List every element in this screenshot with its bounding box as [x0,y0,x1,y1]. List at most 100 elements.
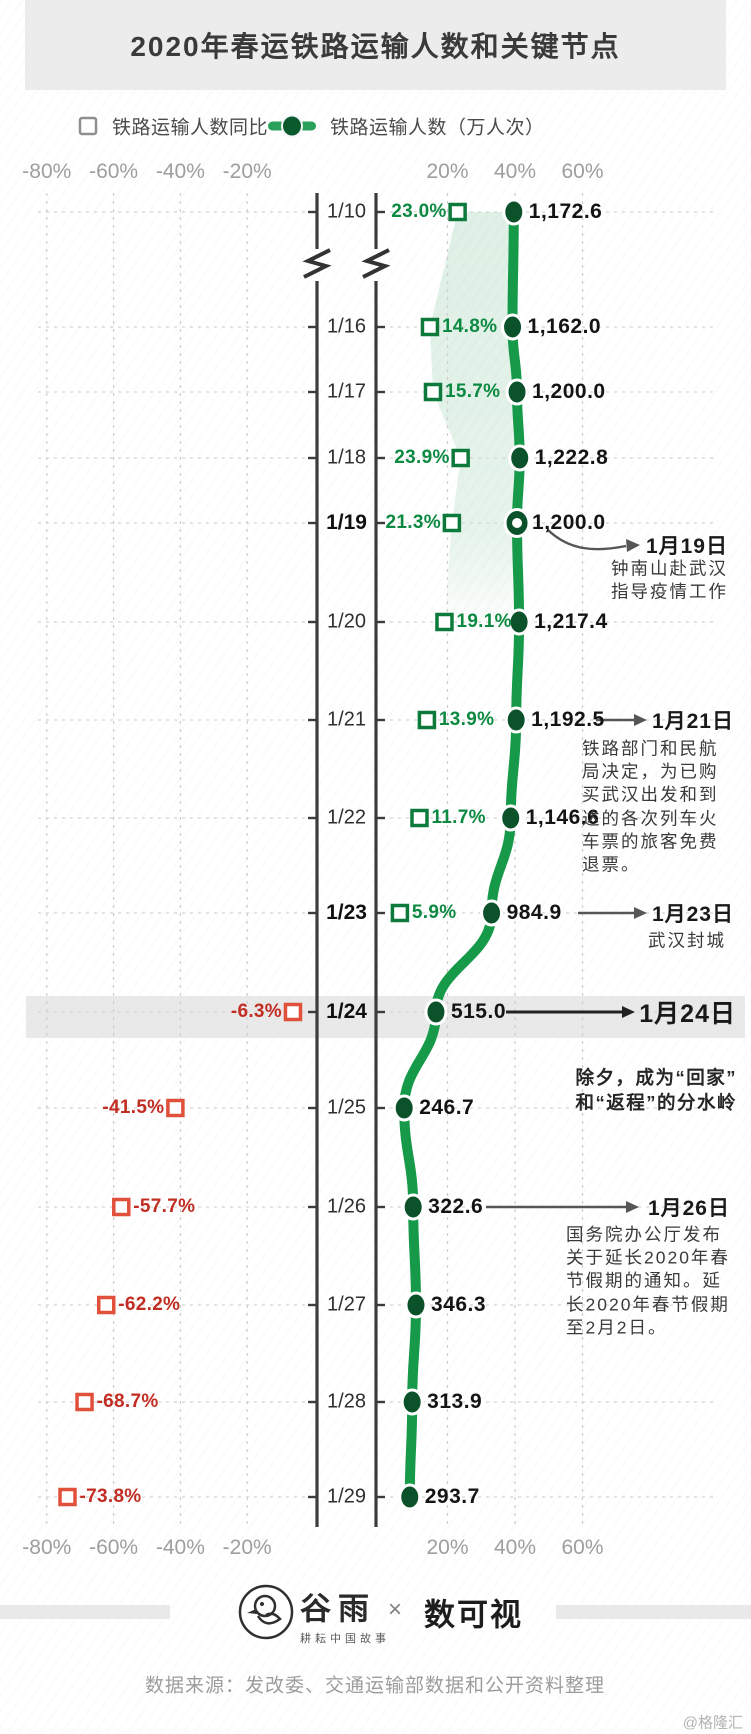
count-dot-marker [480,899,504,927]
yoy-square-marker [435,612,454,632]
page-title: 2020年春运铁路运输人数和关键节点 [130,31,621,62]
x-axis-tick-label-bottom: -60% [89,1536,139,1559]
date-label: 1/22 [327,806,366,829]
annotation-arrow [547,529,627,551]
footer-divider-left [0,1605,170,1619]
annotation-body-line: 至2月2日。 [566,1317,668,1338]
legend-dot-icon [281,114,303,138]
count-value-label: 1,217.4 [534,610,608,633]
yoy-square-marker [166,1098,185,1118]
annotation-body-line: 局决定，为已购 [582,761,719,782]
yoy-percent-label: 19.1% [456,611,512,632]
date-label: 1/18 [327,446,366,469]
date-label: 1/27 [327,1293,366,1316]
yoy-percent-label: 14.8% [441,316,498,337]
yoy-square-marker [58,1487,77,1507]
count-value-label: 322.6 [428,1195,484,1218]
count-dot-marker [392,1094,416,1122]
yoy-percent-label: 15.7% [444,381,501,402]
annotation-body-line: 关于延长2020年春 [566,1247,730,1268]
count-dot-marker [499,804,523,832]
annotation-body-line: 钟南山赴武汉 [611,558,728,579]
yoy-square-marker [75,1392,94,1412]
count-value-label: 1,200.0 [532,511,606,534]
yoy-percent-label: 11.7% [431,807,486,828]
x-axis-tick-label-bottom: 20% [426,1536,469,1559]
annotation-body-line: 指导疫情工作 [611,581,728,602]
count-line-series [399,207,525,1502]
date-label: 1/10 [327,200,366,223]
count-dot-marker [507,608,531,636]
yoy-square-marker [390,903,410,923]
x-axis-tick-label-bottom: -40% [155,1536,205,1559]
annotation-arrowhead-icon [626,1201,639,1213]
count-dot-marker-ring-center [512,518,523,528]
count-dot-marker [401,1193,425,1221]
count-dot-marker [424,998,448,1026]
yoy-percent-label: -57.7% [133,1196,196,1217]
annotation-body-line: 长2020年春节假期 [566,1294,730,1315]
yoy-percent-label: 23.0% [391,201,447,222]
date-label: 1/25 [327,1096,366,1119]
yoy-square-marker [451,448,470,468]
annotation-arrowhead-icon [622,1006,635,1018]
count-value-label: 1,162.0 [527,315,602,338]
count-dot-marker [398,1483,422,1511]
yoy-square-marker [417,710,437,730]
x-axis-tick-label-top: 40% [493,160,537,183]
area-fill [429,212,520,622]
x-axis-tick-label-bottom: 60% [561,1536,604,1559]
yoy-square-marker [448,202,467,222]
yoy-percent-label: 23.9% [394,447,450,468]
annotation-title: 1月24日 [639,1000,736,1028]
annotation-body-line: 武汉封城 [648,930,726,951]
annotation-title: 1月23日 [651,903,734,926]
data-source-note: 数据来源：发改委、交通运输部数据和公开资料整理 [144,1675,606,1697]
count-dot-marker [508,444,532,472]
date-label: 1/21 [327,708,366,731]
x-axis-tick-label-bottom: -20% [222,1536,272,1559]
x-axis-tick-label-bottom: -80% [22,1536,72,1559]
date-label: 1/23 [326,901,367,924]
header-band: 2020年春运铁路运输人数和关键节点 [25,0,726,90]
axis-break-zigzag-icon [302,248,332,279]
annotation-body-line: 达的各次列车火 [582,808,719,829]
date-label: 1/26 [327,1195,366,1218]
guyu-logo-text: 谷雨 [300,1591,376,1627]
footer-divider-right [556,1605,751,1619]
annotation-title: 1月26日 [647,1197,730,1220]
date-label: 1/16 [327,315,366,338]
watermark-text: @格隆汇 [682,1714,743,1732]
count-value-label: 246.7 [419,1096,475,1119]
count-value-label: 1,192.5 [531,708,605,731]
x-axis-tick-label-top: -20% [222,160,272,183]
cross-icon: × [388,1596,403,1623]
annotation-body-line: 和“返程”的分水岭 [575,1091,737,1113]
date-label: 1/17 [327,380,366,403]
annotation-body-line: 除夕，成为“回家” [575,1067,737,1088]
count-dot-marker [501,313,525,341]
count-value-label: 313.9 [427,1390,483,1413]
annotation-title: 1月19日 [645,535,728,558]
date-label: 1/20 [327,610,366,633]
legend: 铁路运输人数同比 铁路运输人数（万人次） [0,108,751,144]
annotation-body-line: 铁路部门和民航 [582,738,719,759]
count-dot-marker [502,198,526,226]
x-axis-tick-label-top: -40% [155,160,205,183]
annotation-title: 1月21日 [651,710,734,733]
axis-break-zigzag-icon [361,248,391,279]
legend-count-label: 铁路运输人数（万人次） [330,117,545,139]
count-value-label: 1,222.8 [534,446,609,469]
count-value-label: 1,146.6 [525,806,600,829]
annotation-body-line: 车票的旅客免费 [582,831,719,852]
count-value-label: 1,172.6 [528,200,603,223]
count-value-label: 293.7 [424,1485,480,1508]
highlight-band-1-24 [26,996,745,1038]
date-label: 1/29 [327,1485,366,1508]
yoy-square-marker [97,1295,116,1315]
annotation-body-line: 国务院办公厅发布 [566,1224,722,1245]
legend-line-segment-icon [299,121,316,131]
x-axis-tick-label-bottom: 40% [493,1536,537,1559]
